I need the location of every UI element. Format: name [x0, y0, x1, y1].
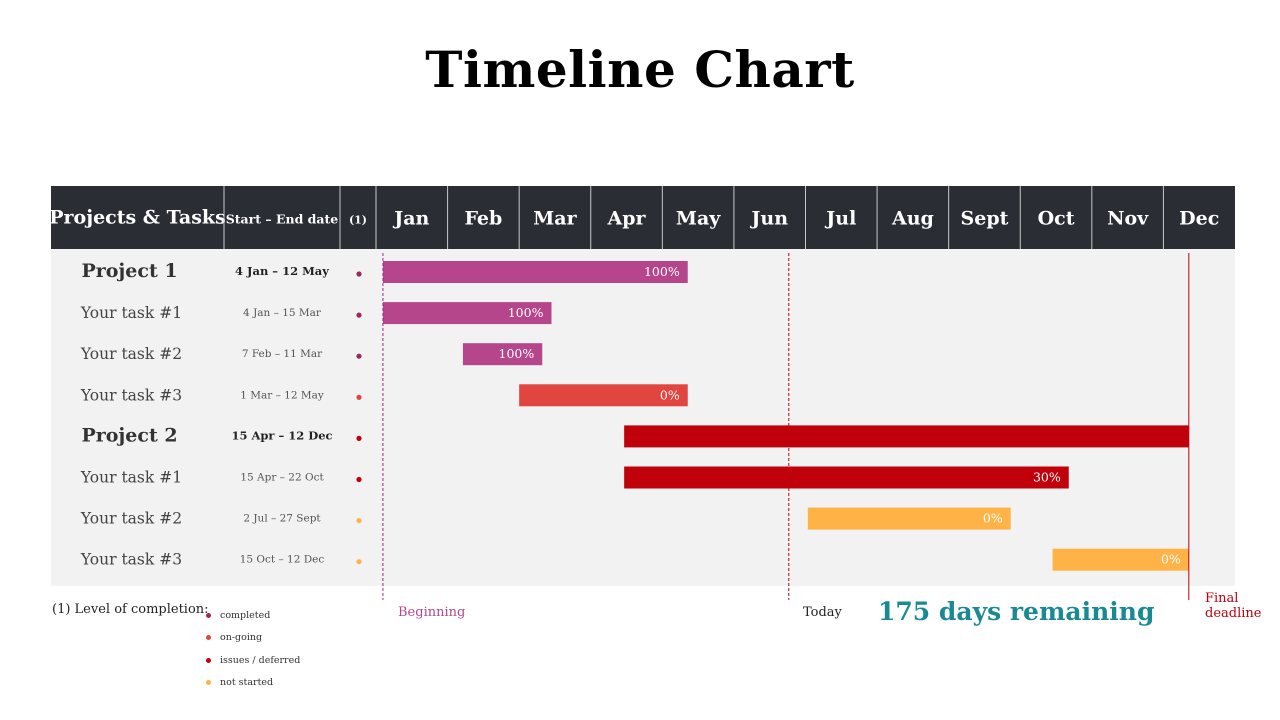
percent-label: 100% — [644, 264, 680, 279]
task-name: Your task #3 — [80, 551, 182, 569]
legend-title: (1) Level of completion: — [52, 602, 209, 617]
status-dot — [356, 271, 362, 277]
status-dot — [356, 559, 362, 565]
task-name: Your task #2 — [80, 510, 182, 528]
legend-dot — [206, 657, 211, 663]
legend-dot — [206, 635, 211, 641]
marker-label-today: Today — [803, 605, 842, 620]
month-label-jun: Jun — [749, 208, 788, 230]
month-label-jan: Jan — [392, 208, 429, 230]
gantt-chart: Projects & Tasks Start – End date (1) Jan Fe… — [49, 186, 1235, 600]
percent-label: 100% — [508, 305, 544, 320]
date-range: 2 Jul – 27 Sept — [243, 513, 321, 525]
project-name: Project 2 — [81, 424, 177, 446]
legend-label: on-going — [220, 632, 263, 644]
legend-item-not-started: not started — [206, 672, 300, 695]
task-name: Your task #2 — [80, 345, 182, 363]
gantt-header — [51, 186, 1235, 249]
month-label-may: May — [676, 208, 721, 230]
task-bar — [624, 466, 1069, 489]
percent-label: 0% — [1161, 552, 1181, 567]
task-name: Your task #3 — [80, 386, 182, 404]
legend-label: not started — [220, 677, 274, 689]
task-bar — [807, 507, 1011, 530]
status-dot — [356, 353, 362, 359]
marker-label-beginning: Beginning — [398, 605, 466, 620]
percent-label: 0% — [983, 511, 1003, 526]
task-bar — [462, 343, 543, 366]
legend-dot — [206, 680, 211, 686]
status-dot — [356, 476, 362, 483]
month-label-nov: Nov — [1107, 208, 1149, 230]
status-dot — [356, 394, 362, 400]
month-label-feb: Feb — [464, 208, 502, 230]
date-range: 15 Oct – 12 Dec — [240, 554, 325, 566]
date-range: 4 Jan – 15 Mar — [243, 307, 322, 319]
marker-label-final-deadline: Final deadline — [1205, 591, 1262, 621]
page-title: Timeline Chart — [425, 40, 855, 99]
legend-item-on-going: on-going — [206, 627, 300, 650]
month-label-aug: Aug — [891, 208, 934, 230]
project-name: Project 1 — [81, 260, 177, 282]
month-label-mar: Mar — [533, 208, 577, 230]
month-label-oct: Oct — [1038, 208, 1075, 230]
month-label-jul: Jul — [824, 208, 856, 230]
date-range: 15 Apr – 12 Dec — [231, 428, 332, 442]
legend-item-completed: completed — [206, 604, 300, 627]
date-range: 7 Feb – 11 Mar — [242, 348, 323, 360]
status-dot — [356, 518, 362, 524]
percent-label: 30% — [1033, 470, 1061, 485]
task-name: Your task #1 — [80, 304, 182, 322]
header-tasks: Projects & Tasks — [49, 207, 226, 229]
task-bar — [382, 302, 552, 325]
month-label-sept: Sept — [961, 208, 1009, 230]
days-remaining: 175 days remaining — [878, 597, 1155, 626]
task-bar — [1052, 548, 1189, 571]
status-dot — [356, 435, 362, 441]
header-level: (1) — [349, 214, 367, 227]
task-bar — [382, 261, 688, 283]
header-dates: Start – End date — [226, 212, 339, 227]
month-label-apr: Apr — [607, 208, 647, 230]
task-name: Your task #1 — [80, 469, 182, 487]
task-bar — [624, 425, 1189, 448]
date-range: 1 Mar – 12 May — [240, 389, 324, 401]
month-label-dec: Dec — [1179, 208, 1219, 230]
legend-dot — [206, 612, 211, 618]
legend-label: issues / deferred — [220, 654, 301, 666]
percent-label: 0% — [660, 387, 680, 402]
task-bar — [519, 384, 688, 407]
legend-item-issues: issues / deferred — [206, 649, 300, 672]
legend-list: completed on-going issues / deferred not… — [206, 604, 300, 694]
date-range: 4 Jan – 12 May — [235, 264, 329, 278]
gantt-body — [51, 249, 1235, 586]
status-dot — [356, 312, 362, 318]
date-range: 15 Apr – 22 Oct — [240, 472, 324, 484]
legend-label: completed — [220, 609, 271, 621]
percent-label: 100% — [499, 346, 535, 361]
